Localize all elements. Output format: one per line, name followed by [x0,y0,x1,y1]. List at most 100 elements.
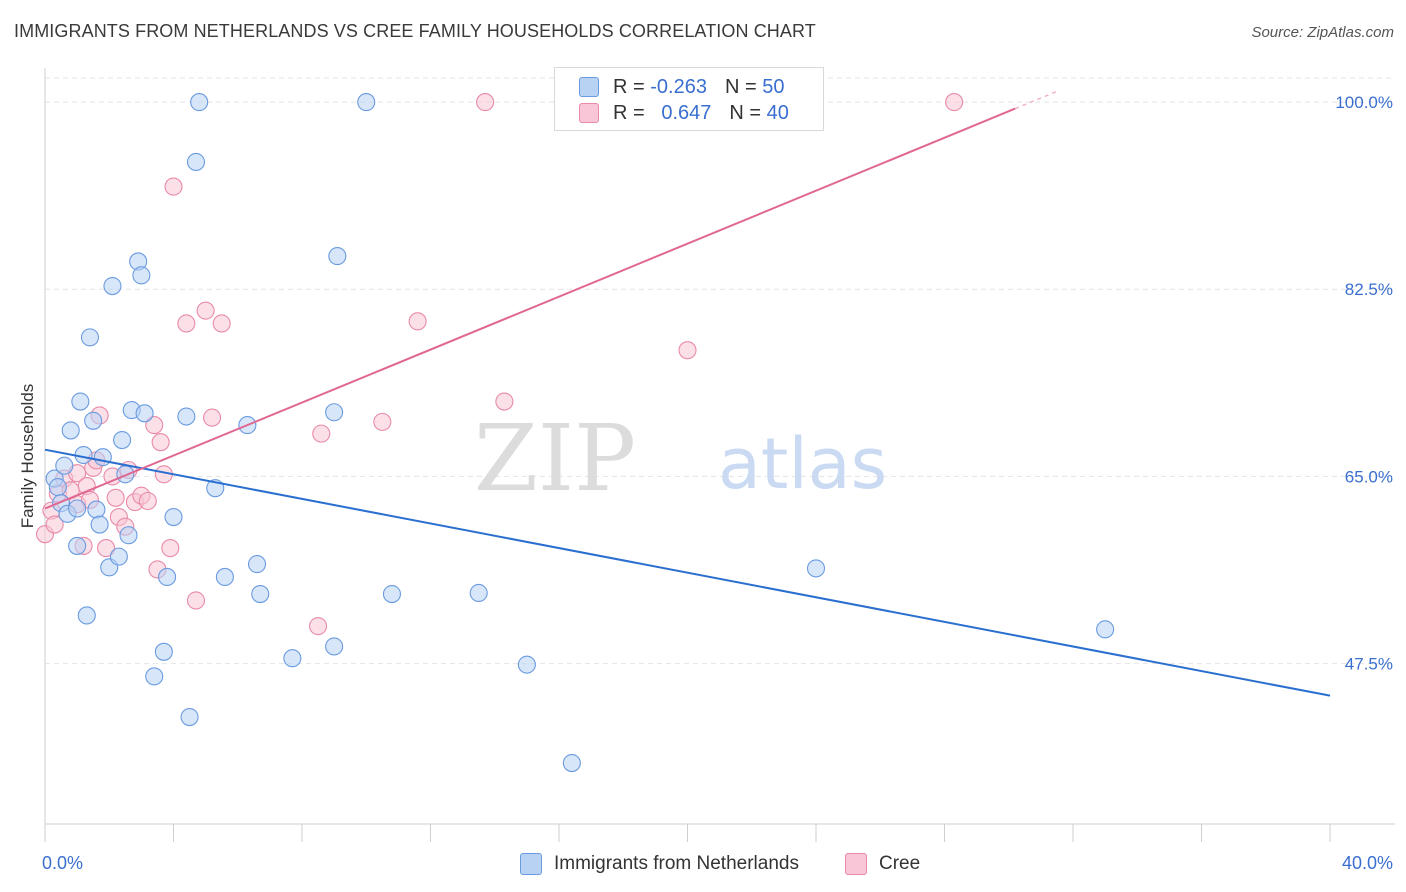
legend-n-label: N = [729,101,762,124]
netherlands-point [48,478,67,497]
cree-point [945,93,964,112]
trend-lines [44,90,1331,697]
cree-point [186,591,206,610]
cree-trend-line [44,107,1016,510]
netherlands-point [109,547,128,566]
cree-point [138,491,157,511]
netherlands-point [469,583,488,603]
legend-row-cree: R = 0.647 N = 40 [579,101,789,125]
legend-swatch-netherlands [579,77,599,97]
netherlands-point [61,421,80,440]
netherlands-point [68,499,87,518]
netherlands-point [247,555,267,574]
netherlands-point [80,328,100,347]
cree-point [408,312,427,331]
netherlands-point [68,536,87,555]
bottom-legend-netherlands: Immigrants from Netherlands [520,851,799,877]
cree-point [212,314,231,333]
netherlands-point [215,567,234,586]
netherlands-point [84,411,103,430]
chart-title: IMMIGRANTS FROM NETHERLANDS VS CREE FAMI… [14,21,816,41]
bottom-legend-label-cree: Cree [879,853,921,874]
netherlands-point [158,567,177,586]
netherlands-point [325,403,344,422]
cree-point [96,539,116,558]
legend-r-value: -0.263 [650,75,707,98]
netherlands-point [154,642,173,661]
netherlands-point [806,559,826,578]
netherlands-point [145,667,164,686]
netherlands-point [90,515,109,534]
cree-point [312,424,331,443]
cree-point [678,341,697,360]
netherlands-point [177,407,196,426]
netherlands-point [116,465,135,484]
axis-layer [44,68,1395,842]
netherlands-point [328,247,347,266]
y-tick-label: 47.5% [1345,655,1393,674]
tick-labels: 47.5% 65.0% 82.5% 100.0% 0.0% 40.0% [42,93,1393,873]
legend-r-label: R = [613,101,645,124]
y-tick-label: 100.0% [1335,93,1393,112]
netherlands-point [382,585,402,604]
legend-row-netherlands: R = -0.263 N = 50 [579,75,784,99]
y-tick-label: 65.0% [1345,467,1393,486]
y-tick-label: 82.5% [1345,280,1393,299]
netherlands-point [77,606,96,625]
netherlands-point [517,655,536,674]
bottom-legend-swatch-cree [845,853,867,875]
bottom-legend-swatch-netherlands [520,853,542,875]
netherlands-point [135,404,154,423]
bottom-legend-cree: Cree [845,851,920,877]
source-label: Source: ZipAtlas.com [1251,24,1394,41]
netherlands-point [87,500,106,519]
netherlands-point [357,93,376,112]
netherlands-point [93,448,112,467]
watermark: ZIP atlas [474,405,887,512]
cree-point [177,314,196,333]
cree-point [203,408,222,427]
cree-point [151,433,170,452]
cree-point [495,392,514,411]
watermark-atlas: atlas [718,423,887,505]
correlation-legend: R = -0.263 N = 50 R = 0.647 N = 40 [554,67,824,131]
netherlands-points [45,93,1115,773]
cree-point [164,177,183,196]
netherlands-point [190,93,209,112]
cree-point [373,412,392,431]
legend-swatch-cree [579,103,599,123]
netherlands-point [113,430,132,450]
cree-point [106,488,125,507]
netherlands-point [55,456,74,475]
netherlands-point [1096,620,1115,639]
legend-n-label: N = [724,75,757,98]
bottom-legend-label-netherlands: Immigrants from Netherlands [554,853,799,874]
netherlands-point [132,266,151,285]
x-tick-label: 0.0% [42,853,83,873]
cree-point [476,93,495,112]
netherlands-point [186,152,206,172]
cree-point [145,416,164,435]
netherlands-point [562,753,581,773]
legend-r-label: R = [613,75,645,98]
legend-n-value: 40 [766,101,789,124]
watermark-zip: ZIP [474,405,636,512]
netherlands-point [119,526,138,545]
netherlands-point [325,637,344,656]
netherlands-point [251,585,270,604]
cree-point [161,539,180,558]
cree-trend-extension [1014,90,1058,110]
netherlands-point [71,392,90,411]
netherlands-point [180,707,199,727]
netherlands-point [164,508,183,527]
cree-point [45,515,64,534]
netherlands-point [103,276,122,296]
cree-point [196,301,215,320]
netherlands-trend-line [44,448,1331,697]
legend-r-value: 0.647 [661,101,712,124]
cree-points [35,93,964,636]
legend-n-value: 50 [762,75,785,98]
grid-layer [45,77,1395,665]
x-tick-label: 40.0% [1342,853,1393,873]
